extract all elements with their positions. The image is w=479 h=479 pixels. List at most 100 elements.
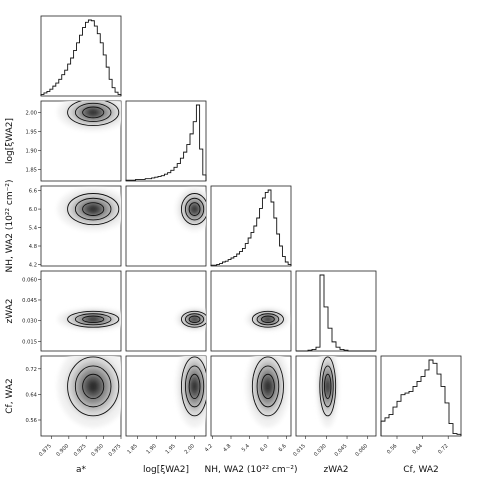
contour-level-2 xyxy=(256,313,280,326)
panel-frame-2-2 xyxy=(210,185,292,267)
contour-level-1 xyxy=(67,356,120,417)
contour-level-3 xyxy=(261,373,275,400)
x-tick-label-a_star: 0.925 xyxy=(73,443,88,458)
density-shade xyxy=(88,206,99,213)
density-log_xi_wa2-z_wa2 xyxy=(176,308,206,331)
x-tick-label-a_star: 0.950 xyxy=(90,443,105,458)
y-tick-label-z_wa2: 0.045 xyxy=(22,298,37,304)
x-axis-label-a_star: a* xyxy=(76,465,87,475)
y-tick-label-log_xi_wa2: 1.95 xyxy=(25,129,37,135)
contour-level-3 xyxy=(261,315,275,324)
x-tick-label-cf_wa2: 0.56 xyxy=(386,443,398,455)
contour-level-2 xyxy=(74,313,112,326)
x-tick-label-log_xi_wa2: 1.90 xyxy=(145,443,157,455)
y-tick-label-cf_wa2: 0.64 xyxy=(25,392,37,398)
x-tick-label-nh_wa2: 5.4 xyxy=(241,443,252,454)
y-tick-label-cf_wa2: 0.72 xyxy=(25,367,37,373)
x-tick-label-z_wa2: 0.060 xyxy=(354,443,369,458)
contour-level-3 xyxy=(82,106,105,119)
panel-frame-4-3 xyxy=(295,355,377,437)
contour-level-2 xyxy=(74,365,112,408)
contour-level-1 xyxy=(67,193,120,226)
y-tick-label-log_xi_wa2: 1.90 xyxy=(25,149,37,155)
density-shade xyxy=(192,380,198,393)
contour-level-3 xyxy=(323,373,332,400)
density-nh_wa2-z_wa2 xyxy=(246,308,290,331)
contour-level-3 xyxy=(82,315,105,324)
density-shade xyxy=(192,317,198,321)
panel-frame-3-3 xyxy=(295,270,377,352)
contour-level-1 xyxy=(180,310,206,328)
y-axis-label-log_xi_wa2: log[ξWA2] xyxy=(5,118,15,164)
y-axis-label-cf_wa2: Cf, WA2 xyxy=(5,378,15,413)
density-a_star-z_wa2 xyxy=(57,308,121,331)
x-tick-label-log_xi_wa2: 1.85 xyxy=(126,443,138,455)
panel-frame-2-0 xyxy=(40,185,122,267)
x-axis-label-cf_wa2: Cf, WA2 xyxy=(403,465,438,475)
density-a_star-nh_wa2 xyxy=(57,187,121,231)
contour-level-3 xyxy=(82,373,105,400)
hist-log_xi_wa2 xyxy=(125,104,207,181)
y-tick-label-nh_wa2: 5.4 xyxy=(29,226,38,232)
density-shade xyxy=(88,380,99,393)
x-axis-label-z_wa2: zWA2 xyxy=(323,465,348,475)
y-tick-label-nh_wa2: 6.6 xyxy=(29,189,37,195)
y-tick-label-nh_wa2: 4.2 xyxy=(29,262,37,268)
x-tick-label-nh_wa2: 4.8 xyxy=(222,443,232,453)
y-tick-label-cf_wa2: 0.56 xyxy=(25,418,37,424)
y-tick-label-log_xi_wa2: 1.85 xyxy=(25,168,37,174)
density-z_wa2-cf_wa2 xyxy=(316,356,339,428)
y-tick-label-log_xi_wa2: 2.00 xyxy=(25,110,37,116)
contour-level-3 xyxy=(82,202,105,216)
x-tick-label-log_xi_wa2: 1.95 xyxy=(165,443,177,455)
x-tick-label-cf_wa2: 0.64 xyxy=(412,443,425,456)
hist-nh_wa2 xyxy=(210,189,292,266)
density-log_xi_wa2-cf_wa2 xyxy=(176,356,206,428)
x-tick-label-a_star: 0.875 xyxy=(38,443,53,458)
y-axis-label-z_wa2: zWA2 xyxy=(5,298,15,323)
contour-level-3 xyxy=(188,202,201,216)
density-shade xyxy=(88,109,99,116)
x-axis-label-log_xi_wa2: log[ξWA2] xyxy=(143,465,189,475)
contour-level-1 xyxy=(251,356,284,417)
x-tick-label-cf_wa2: 0.72 xyxy=(437,443,449,455)
contour-level-1 xyxy=(67,101,120,127)
contour-level-2 xyxy=(184,365,205,408)
contour-level-1 xyxy=(180,356,206,417)
panel-frame-3-2 xyxy=(210,270,292,352)
panel-frame-0-0 xyxy=(40,15,122,97)
contour-level-3 xyxy=(188,315,201,324)
contour-level-1 xyxy=(319,356,337,417)
contour-level-2 xyxy=(256,365,280,408)
density-shade xyxy=(88,317,99,321)
x-tick-label-z_wa2: 0.030 xyxy=(313,443,328,458)
contour-level-2 xyxy=(321,365,334,408)
density-a_star-log_xi_wa2 xyxy=(57,101,121,131)
contour-level-1 xyxy=(67,310,120,328)
x-tick-label-a_star: 0.900 xyxy=(55,443,70,458)
density-log_xi_wa2-nh_wa2 xyxy=(176,187,206,231)
y-tick-label-z_wa2: 0.030 xyxy=(22,319,37,325)
y-tick-label-z_wa2: 0.060 xyxy=(22,277,37,283)
density-shade xyxy=(326,380,330,393)
x-tick-label-nh_wa2: 6.0 xyxy=(259,443,269,453)
y-tick-label-nh_wa2: 4.8 xyxy=(29,244,37,250)
corner-panels: 0.875 0.900 0.925 0.950 0.975 1.85 1.90 1.95 2.0… xyxy=(5,15,462,475)
x-tick-label-z_wa2: 0.045 xyxy=(334,443,349,458)
density-shade xyxy=(264,317,271,321)
contour-level-2 xyxy=(74,102,112,123)
panel-frame-1-1 xyxy=(125,100,207,182)
x-axis-label-nh_wa2: NH, WA2 (10²² cm⁻²) xyxy=(205,465,298,475)
contour-level-2 xyxy=(184,197,205,221)
x-tick-label-log_xi_wa2: 2.00 xyxy=(184,443,196,455)
panel-frame-3-0 xyxy=(40,270,122,352)
panel-frame-2-1 xyxy=(125,185,207,267)
contour-level-3 xyxy=(188,373,201,400)
contour-level-1 xyxy=(180,193,206,226)
hist-z_wa2 xyxy=(296,274,376,352)
contour-level-1 xyxy=(251,310,284,328)
hist-cf_wa2 xyxy=(380,359,462,436)
y-axis-label-nh_wa2: NH, WA2 (10²² cm⁻²) xyxy=(5,180,15,273)
panel-frame-4-4 xyxy=(380,355,462,437)
